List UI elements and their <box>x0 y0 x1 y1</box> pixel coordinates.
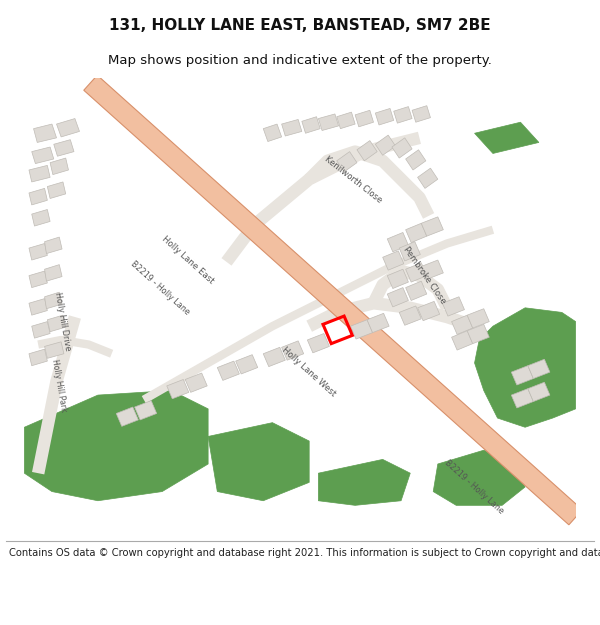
Text: Contains OS data © Crown copyright and database right 2021. This information is : Contains OS data © Crown copyright and d… <box>9 548 600 558</box>
Polygon shape <box>44 342 64 358</box>
Polygon shape <box>337 152 357 172</box>
Polygon shape <box>56 119 80 137</box>
Polygon shape <box>392 138 412 158</box>
Polygon shape <box>406 223 427 243</box>
Polygon shape <box>433 450 525 506</box>
Polygon shape <box>387 288 409 307</box>
Polygon shape <box>29 244 47 260</box>
Polygon shape <box>452 315 473 334</box>
Polygon shape <box>383 251 404 270</box>
Polygon shape <box>467 324 489 344</box>
Text: Holly Hill Drive: Holly Hill Drive <box>53 292 73 351</box>
Polygon shape <box>337 112 355 129</box>
Polygon shape <box>29 166 50 182</box>
Polygon shape <box>54 139 74 156</box>
Polygon shape <box>29 299 47 315</box>
Polygon shape <box>399 306 421 325</box>
Text: Holly Lane East: Holly Lane East <box>160 234 215 286</box>
Polygon shape <box>412 106 430 122</box>
Polygon shape <box>47 182 66 199</box>
Text: B2219 - Holly Lane: B2219 - Holly Lane <box>443 458 506 516</box>
Polygon shape <box>319 114 338 131</box>
Polygon shape <box>421 217 443 236</box>
Polygon shape <box>319 459 410 506</box>
Text: Kenilworth Close: Kenilworth Close <box>323 154 384 204</box>
Polygon shape <box>511 366 533 385</box>
Polygon shape <box>399 242 421 261</box>
Text: 131, HOLLY LANE EAST, BANSTEAD, SM7 2BE: 131, HOLLY LANE EAST, BANSTEAD, SM7 2BE <box>109 18 491 32</box>
Polygon shape <box>528 359 550 379</box>
Polygon shape <box>29 271 47 288</box>
Polygon shape <box>406 262 427 282</box>
Polygon shape <box>32 209 50 226</box>
Polygon shape <box>350 320 373 339</box>
Text: Pembroke Close: Pembroke Close <box>401 246 447 306</box>
Polygon shape <box>376 135 395 155</box>
Polygon shape <box>263 348 286 367</box>
Polygon shape <box>475 122 539 154</box>
Polygon shape <box>418 168 438 188</box>
Polygon shape <box>236 354 258 374</box>
Polygon shape <box>50 158 68 174</box>
Polygon shape <box>44 292 62 309</box>
Text: Holly Hill Park: Holly Hill Park <box>50 359 68 413</box>
Polygon shape <box>376 109 394 125</box>
Polygon shape <box>208 422 309 501</box>
Polygon shape <box>84 75 583 525</box>
Polygon shape <box>25 391 208 501</box>
Polygon shape <box>281 341 304 360</box>
Polygon shape <box>167 379 189 399</box>
Polygon shape <box>281 119 302 136</box>
Text: B2219 - Holly Lane: B2219 - Holly Lane <box>129 259 191 316</box>
Text: Map shows position and indicative extent of the property.: Map shows position and indicative extent… <box>108 54 492 68</box>
Polygon shape <box>263 124 281 141</box>
Polygon shape <box>34 124 56 142</box>
Polygon shape <box>394 107 412 123</box>
Polygon shape <box>29 349 47 366</box>
Polygon shape <box>32 322 50 338</box>
Polygon shape <box>217 361 239 381</box>
Polygon shape <box>302 117 320 133</box>
Polygon shape <box>44 264 62 281</box>
Polygon shape <box>511 389 533 408</box>
Polygon shape <box>357 141 377 161</box>
Polygon shape <box>367 313 389 332</box>
Polygon shape <box>29 188 47 205</box>
Polygon shape <box>421 260 443 279</box>
Text: Holly Lane West: Holly Lane West <box>280 346 338 399</box>
Polygon shape <box>406 150 426 170</box>
Polygon shape <box>452 331 473 350</box>
Polygon shape <box>475 308 575 428</box>
Polygon shape <box>442 297 464 316</box>
Polygon shape <box>185 373 207 392</box>
Polygon shape <box>387 269 409 289</box>
Polygon shape <box>355 110 373 127</box>
Polygon shape <box>467 309 489 328</box>
Polygon shape <box>406 281 427 301</box>
Polygon shape <box>387 232 409 252</box>
Polygon shape <box>418 301 440 321</box>
Polygon shape <box>116 407 139 426</box>
Polygon shape <box>32 147 54 164</box>
Polygon shape <box>44 237 62 254</box>
Polygon shape <box>528 382 550 401</box>
Polygon shape <box>47 315 66 332</box>
Polygon shape <box>307 334 329 353</box>
Polygon shape <box>134 401 157 420</box>
